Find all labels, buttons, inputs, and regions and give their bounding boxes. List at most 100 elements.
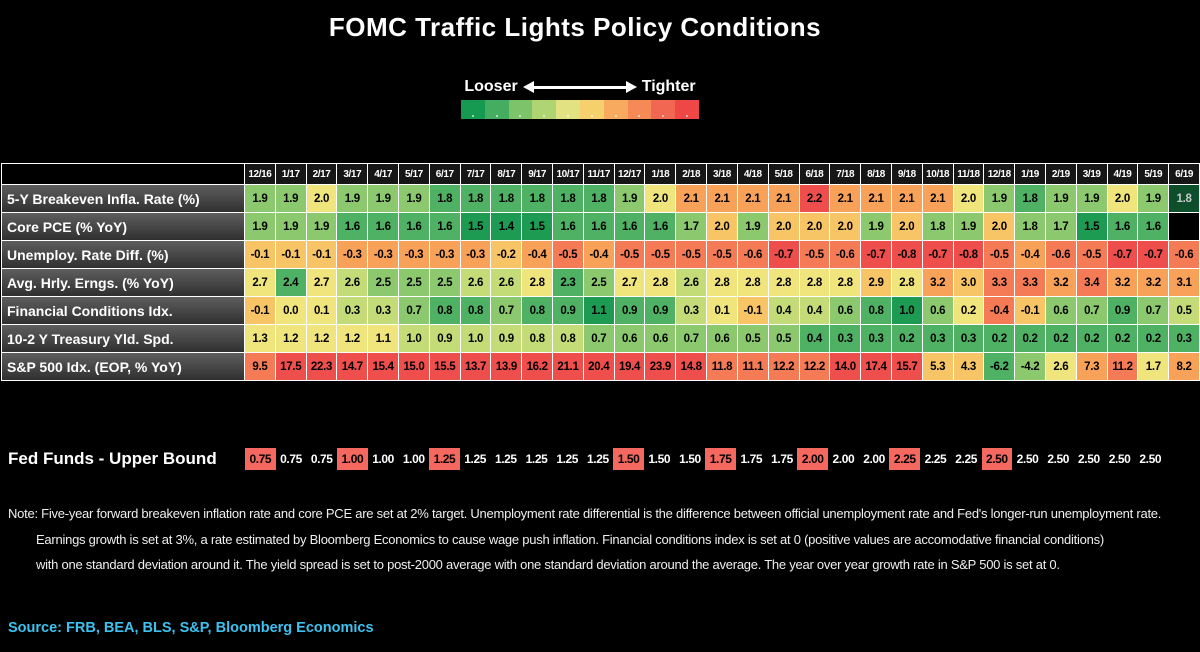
- heatmap-cell: -0.4: [522, 241, 553, 268]
- heatmap-cell: 1.5: [460, 213, 491, 240]
- heatmap-cell: 2.5: [583, 269, 614, 296]
- date-header: 9/17: [522, 164, 553, 184]
- heatmap-cell: 2.8: [768, 269, 799, 296]
- fed-funds-value: 0.75: [280, 452, 302, 466]
- heatmap-cell: -0.5: [799, 241, 830, 268]
- heatmap-cell: 0.8: [553, 325, 583, 352]
- heatmap-cell: 2.2: [799, 185, 830, 212]
- note-line-3: with one standard deviation around it. T…: [36, 557, 1060, 572]
- heatmap-cell: 1.9: [953, 213, 984, 240]
- heatmap-cell: 1.8: [460, 185, 491, 212]
- heatmap-cell: 1.6: [1107, 213, 1138, 240]
- heatmap-cell: 16.2: [522, 353, 553, 380]
- heatmap-cell: 1.2: [306, 325, 337, 352]
- heatmap-cell: -0.8: [891, 241, 922, 268]
- heatmap-cell: 0.2: [1076, 325, 1107, 352]
- heatmap-cell: -0.5: [614, 241, 645, 268]
- heatmap-cell: 15.4: [368, 353, 399, 380]
- heatmap-cell: -0.1: [245, 297, 275, 324]
- heatmap-cell: 1.2: [275, 325, 306, 352]
- fed-funds-value: 1.50: [613, 448, 644, 470]
- heatmap-cell: 2.1: [707, 185, 737, 212]
- heatmap-cell: 1.3: [245, 325, 275, 352]
- heatmap-cell: 1.9: [399, 185, 429, 212]
- heatmap-cell: 2.0: [799, 213, 830, 240]
- heatmap-cell: [1169, 213, 1199, 240]
- heatmap-cell: -0.3: [337, 241, 368, 268]
- heatmap-cell: 2.4: [275, 269, 306, 296]
- heatmap-cell: 2.1: [861, 185, 891, 212]
- heatmap-cell: 1.6: [645, 213, 676, 240]
- heatmap-cell: 1.9: [337, 185, 368, 212]
- heatmap-cell: 1.5: [522, 213, 553, 240]
- heatmap-cell: 20.4: [583, 353, 614, 380]
- heatmap-cell: 2.1: [922, 185, 953, 212]
- heatmap-cell: 0.3: [1169, 325, 1199, 352]
- heatmap-cell: 15.0: [399, 353, 429, 380]
- heatmap-cell: -0.5: [645, 241, 676, 268]
- heatmap-cell: 0.6: [614, 325, 645, 352]
- heatmap-cell: 8.2: [1169, 353, 1199, 380]
- fed-funds-value: 2.25: [924, 452, 947, 466]
- date-header: 12/17: [614, 164, 645, 184]
- heatmap-cell: 1.8: [522, 185, 553, 212]
- heatmap-cell: 2.6: [460, 269, 491, 296]
- heatmap-cell: 3.3: [1015, 269, 1045, 296]
- legend-color-segment: [508, 100, 533, 119]
- heatmap-cell: 2.6: [337, 269, 368, 296]
- legend-tighter-label: Tighter: [641, 78, 696, 95]
- heatmap-cell: 0.8: [522, 297, 553, 324]
- heatmap-cell: 0.2: [891, 325, 922, 352]
- heatmap-cell: 1.8: [429, 185, 460, 212]
- fed-funds-value: 2.00: [863, 452, 885, 466]
- source-line: Source: FRB, BEA, BLS, S&P, Bloomberg Ec…: [8, 620, 374, 636]
- heatmap-cell: 11.8: [707, 353, 737, 380]
- fed-funds-value: 1.75: [705, 448, 736, 470]
- date-header: 11/18: [953, 164, 984, 184]
- heatmap-cell: -0.7: [861, 241, 891, 268]
- heatmap-cell: -0.7: [1107, 241, 1138, 268]
- date-header: 10/18: [922, 164, 953, 184]
- heatmap-cell: 1.5: [1076, 213, 1107, 240]
- heatmap-cell: 0.8: [522, 325, 553, 352]
- heatmap-cell: 1.6: [614, 213, 645, 240]
- heatmap-cell: 1.0: [399, 325, 429, 352]
- date-header: 4/18: [737, 164, 768, 184]
- heatmap-cell: 1.6: [1138, 213, 1169, 240]
- fed-funds-value: 1.50: [648, 452, 671, 466]
- heatmap-cell: 0.9: [491, 325, 522, 352]
- heatmap-cell: 0.2: [1015, 325, 1045, 352]
- heatmap-cell: 0.3: [861, 325, 891, 352]
- heatmap-cell: 2.0: [891, 213, 922, 240]
- heatmap-cell: 3.0: [953, 269, 984, 296]
- fed-funds-value: 1.25: [525, 452, 548, 466]
- heatmap-cell: 0.8: [429, 297, 460, 324]
- date-header: 4/19: [1107, 164, 1138, 184]
- date-header: 3/18: [707, 164, 737, 184]
- heatmap-cell: 0.7: [583, 325, 614, 352]
- heatmap-cell: 0.5: [737, 325, 768, 352]
- date-header: 5/17: [399, 164, 429, 184]
- heatmap-cell: 2.9: [861, 269, 891, 296]
- heatmap-cell: 2.0: [830, 213, 861, 240]
- heatmap-cell: 1.7: [1138, 353, 1169, 380]
- heatmap-cell: 1.8: [553, 185, 583, 212]
- heatmap-cell: 0.7: [399, 297, 429, 324]
- heatmap-cell: 2.0: [707, 213, 737, 240]
- fed-funds-value: 2.50: [1108, 452, 1131, 466]
- heatmap-cell: 2.8: [830, 269, 861, 296]
- heatmap-cell: 0.3: [922, 325, 953, 352]
- heatmap-cell: 11.1: [737, 353, 768, 380]
- heatmap-cell: 0.9: [645, 297, 676, 324]
- fed-funds-value: 2.00: [832, 452, 855, 466]
- heatmap-cell: 2.8: [737, 269, 768, 296]
- fed-funds-value: 0.75: [245, 448, 276, 470]
- fed-funds-value: 1.50: [679, 452, 701, 466]
- heatmap-cell: -0.5: [553, 241, 583, 268]
- legend-color-segment: [532, 100, 557, 119]
- date-header: 6/18: [799, 164, 830, 184]
- date-header: 5/19: [1138, 164, 1169, 184]
- heatmap-cell: 1.0: [460, 325, 491, 352]
- date-header: 3/19: [1076, 164, 1107, 184]
- date-header: 3/17: [337, 164, 368, 184]
